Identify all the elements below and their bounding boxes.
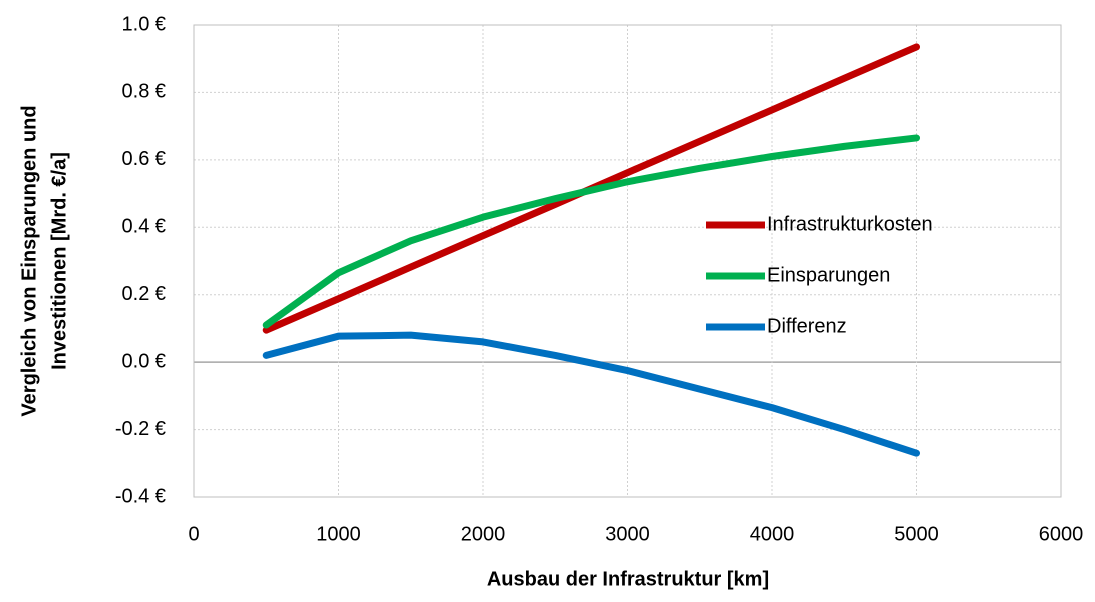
y-tick-label: 0.2 € (122, 283, 166, 305)
y-tick-label: 0.0 € (122, 350, 166, 372)
legend-label: Differenz (767, 315, 847, 337)
legend-label: Einsparungen (767, 264, 890, 286)
x-tick-label: 0 (188, 523, 199, 545)
y-tick-label: 1.0 € (122, 13, 166, 35)
x-tick-label: 5000 (894, 523, 939, 545)
plot-frame (193, 24, 1062, 498)
y-axis-title-line: Vergleich von Einsparungen und (18, 105, 40, 416)
x-tick-label: 6000 (1039, 523, 1084, 545)
y-axis-title-line: Investitionen [Mrd. €/a] (48, 152, 70, 370)
series-line (262, 134, 920, 329)
x-axis-title: Ausbau der Infrastruktur [km] (487, 568, 769, 590)
x-tick-label: 3000 (605, 523, 650, 545)
x-tick-label: 2000 (461, 523, 506, 545)
y-axis-title: Vergleich von Einsparungen und Investiti… (18, 105, 70, 416)
y-tick-label: -0.4 € (115, 485, 166, 507)
series-line (262, 331, 920, 457)
x-tick-label: 1000 (316, 523, 361, 545)
x-tick-label: 4000 (750, 523, 795, 545)
y-tick-label: 0.8 € (122, 81, 166, 103)
y-tick-label: 0.4 € (122, 216, 166, 238)
y-tick-label: 0.6 € (122, 148, 166, 170)
legend-label: Infrastrukturkosten (767, 213, 933, 235)
y-tick-label: -0.2 € (115, 418, 166, 440)
